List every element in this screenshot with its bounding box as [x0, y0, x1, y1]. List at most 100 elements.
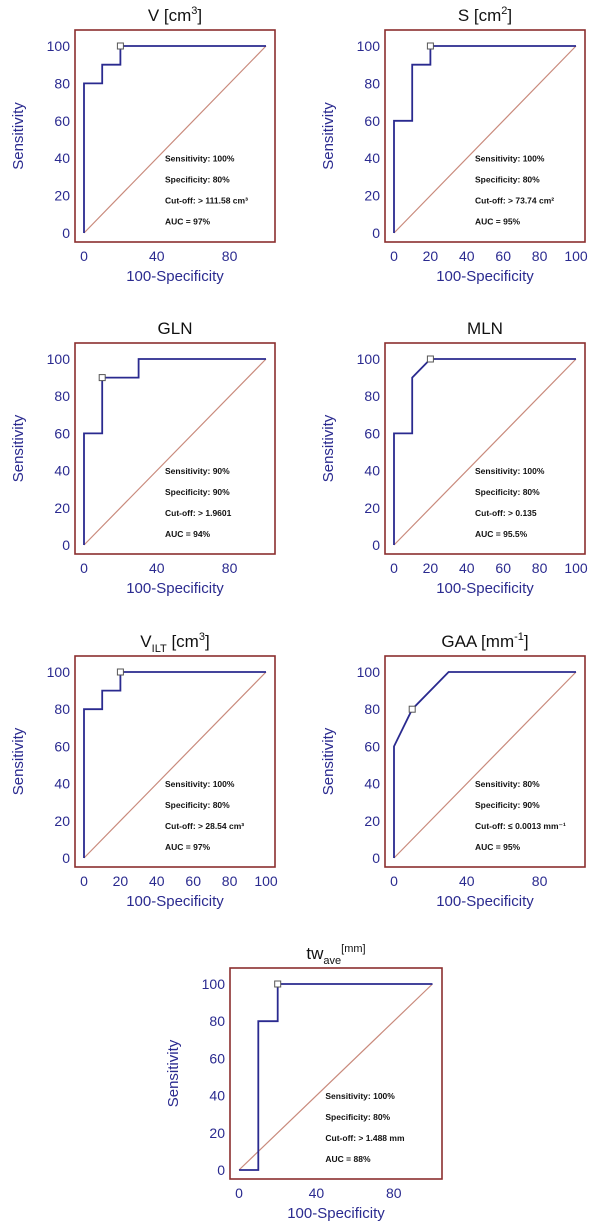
x-axis-label: 100-Specificity — [436, 893, 534, 910]
stat-line: Cut-off: > 0.135 — [475, 508, 537, 518]
y-tick-label: 0 — [62, 850, 70, 866]
reference-diagonal — [393, 671, 577, 859]
x-tick-label: 80 — [532, 248, 548, 264]
stat-line: AUC = 97% — [165, 842, 211, 852]
x-tick-label: 0 — [390, 873, 398, 889]
stat-line: Cut-off: > 1.9601 — [165, 508, 232, 518]
x-tick-label: 40 — [149, 248, 165, 264]
x-axis-label: 100-Specificity — [436, 268, 534, 285]
stat-line: Specificity: 80% — [325, 1112, 390, 1122]
x-axis-label: 100-Specificity — [126, 893, 224, 910]
y-tick-label: 40 — [209, 1088, 225, 1104]
cutoff-marker — [426, 42, 434, 50]
y-tick-label: 40 — [364, 150, 380, 166]
x-tick-label: 0 — [80, 873, 88, 889]
y-tick-label: 60 — [364, 425, 380, 441]
stat-line: Cut-off: ≤ 0.0013 mm⁻¹ — [475, 821, 566, 831]
y-tick-label: 20 — [364, 500, 380, 516]
x-axis-label: 100-Specificity — [126, 580, 224, 597]
stat-line: Specificity: 80% — [165, 174, 230, 184]
chart-title: VILT [cm3] — [140, 631, 209, 655]
x-axis-label: 100-Specificity — [126, 268, 224, 285]
y-axis-label: Sensitivity — [10, 727, 27, 795]
y-axis-label: Sensitivity — [320, 102, 337, 170]
x-tick-label: 0 — [80, 248, 88, 264]
stat-line: Sensitivity: 80% — [475, 779, 540, 789]
x-tick-label: 20 — [423, 560, 439, 576]
y-tick-label: 40 — [54, 150, 70, 166]
y-tick-label: 40 — [54, 463, 70, 479]
chart-title: GAA [mm-1] — [441, 631, 528, 651]
stat-line: Specificity: 90% — [475, 800, 540, 810]
y-axis-label: Sensitivity — [10, 102, 27, 170]
y-tick-label: 60 — [364, 738, 380, 754]
reference-diagonal — [393, 45, 577, 234]
roc-chart-1: V [cm3] 0 20 40 60 80 100 0 40 80 100-Specificity S… — [10, 5, 276, 285]
stat-line: Sensitivity: 90% — [165, 466, 230, 476]
y-axis-label: Sensitivity — [10, 414, 27, 482]
y-tick-label: 60 — [364, 113, 380, 129]
y-tick-label: 60 — [54, 113, 70, 129]
roc-chart-3: GLN 0 20 40 60 80 100 0 40 80 100-Specificity Sensi… — [10, 319, 276, 597]
x-tick-label: 0 — [390, 248, 398, 264]
x-tick-label: 0 — [390, 560, 398, 576]
y-tick-label: 20 — [54, 188, 70, 204]
y-tick-label: 100 — [357, 664, 381, 680]
roc-curve — [239, 983, 433, 1171]
plot-frame — [384, 29, 586, 243]
y-tick-label: 0 — [372, 537, 380, 553]
plot-frame — [384, 342, 586, 555]
y-tick-label: 80 — [54, 701, 70, 717]
y-tick-label: 100 — [47, 664, 71, 680]
y-tick-label: 100 — [202, 976, 226, 992]
cutoff-marker — [116, 668, 124, 676]
y-tick-label: 100 — [47, 38, 71, 54]
x-axis-label: 100-Specificity — [436, 580, 534, 597]
stat-line: AUC = 95% — [475, 842, 521, 852]
y-axis-label: Sensitivity — [165, 1039, 182, 1107]
x-tick-label: 20 — [423, 248, 439, 264]
stat-line: Specificity: 80% — [475, 174, 540, 184]
x-tick-label: 0 — [80, 560, 88, 576]
x-axis-label: 100-Specificity — [287, 1205, 385, 1222]
x-tick-label: 80 — [222, 873, 238, 889]
stat-line: AUC = 88% — [325, 1154, 371, 1164]
x-tick-label: 80 — [532, 873, 548, 889]
y-tick-label: 20 — [209, 1125, 225, 1141]
y-tick-label: 40 — [54, 776, 70, 792]
y-tick-label: 40 — [364, 776, 380, 792]
x-tick-label: 0 — [235, 1185, 243, 1201]
chart-title: twave[mm] — [306, 943, 365, 967]
reference-diagonal — [83, 45, 267, 234]
y-tick-label: 0 — [372, 850, 380, 866]
stat-line: AUC = 95% — [475, 216, 521, 226]
y-tick-label: 80 — [54, 75, 70, 91]
y-tick-label: 80 — [209, 1013, 225, 1029]
roc-chart-4: MLN 0 20 40 60 80 100 0 20 40 60 80 100 100-Specifici… — [320, 319, 588, 597]
y-tick-label: 20 — [364, 813, 380, 829]
stat-line: Sensitivity: 100% — [475, 466, 545, 476]
y-tick-label: 60 — [54, 425, 70, 441]
cutoff-marker — [426, 355, 434, 363]
stat-line: Cut-off: > 1.488 mm — [325, 1133, 405, 1143]
cutoff-marker — [274, 980, 282, 988]
y-tick-label: 60 — [54, 738, 70, 754]
cutoff-marker — [98, 374, 106, 382]
x-tick-label: 80 — [222, 248, 238, 264]
reference-diagonal — [238, 983, 433, 1171]
y-tick-label: 80 — [364, 388, 380, 404]
plot-frame — [229, 967, 443, 1180]
y-tick-label: 20 — [54, 813, 70, 829]
plot-frame — [384, 655, 586, 868]
x-tick-label: 40 — [149, 560, 165, 576]
reference-diagonal — [393, 358, 577, 546]
stat-line: Sensitivity: 100% — [325, 1091, 395, 1101]
x-tick-label: 60 — [495, 560, 511, 576]
y-tick-label: 100 — [357, 351, 381, 367]
stat-line: Specificity: 80% — [165, 800, 230, 810]
x-tick-label: 40 — [149, 873, 165, 889]
stat-line: AUC = 95.5% — [475, 529, 528, 539]
